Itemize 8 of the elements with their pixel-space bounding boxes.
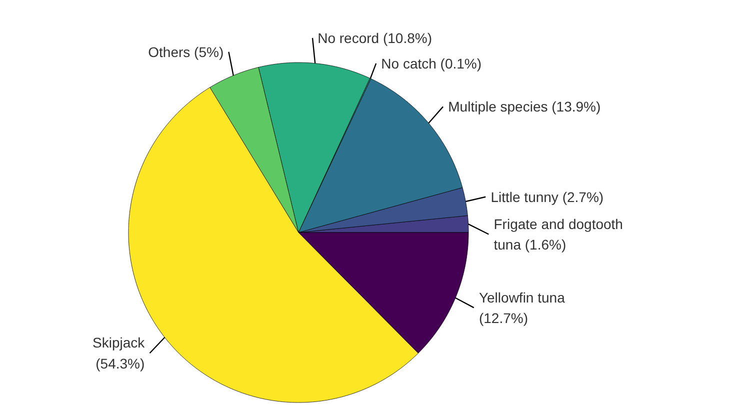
slice-label: Yellowfin tuna (12.7%): [478, 289, 566, 326]
slice-label: Frigate and dogtooth tuna (1.6%): [494, 216, 623, 253]
slice-label: Skipjack (54.3%): [92, 334, 146, 372]
slice-label: Others (5%): [148, 44, 224, 60]
slice-label: Little tunny (2.7%): [490, 188, 604, 205]
slice-label: Multiple species (13.9%): [448, 98, 601, 115]
slice-label: No record (10.8%): [318, 30, 432, 46]
slice-label: No catch (0.1%): [381, 55, 482, 72]
